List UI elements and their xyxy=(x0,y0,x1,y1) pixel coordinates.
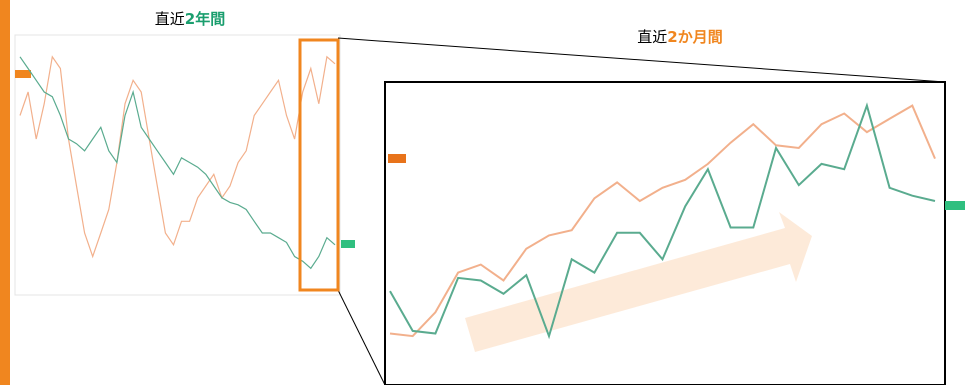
highlight-box xyxy=(298,38,340,292)
right-title: 直近2か月間 xyxy=(637,28,722,46)
side-bar xyxy=(0,0,10,385)
left-price-tag xyxy=(15,70,31,78)
right-rate-tag xyxy=(945,201,965,210)
plots xyxy=(19,55,936,340)
series-line xyxy=(19,55,336,259)
trend-arrow xyxy=(465,212,812,352)
series-line xyxy=(389,104,936,338)
title-text: 直近 xyxy=(155,10,185,28)
title-highlight: 2か月間 xyxy=(667,28,722,46)
series-line xyxy=(389,102,936,340)
title-highlight: 2年間 xyxy=(185,10,225,28)
zoom-line xyxy=(337,289,386,385)
title-text: 直近 xyxy=(637,28,667,46)
zoom-line xyxy=(337,37,946,83)
series-line xyxy=(19,56,336,270)
left-rate-tag xyxy=(341,240,355,248)
right-price-tag xyxy=(388,154,406,163)
left-title: 直近2年間 xyxy=(155,10,225,28)
left-frame xyxy=(14,34,341,296)
